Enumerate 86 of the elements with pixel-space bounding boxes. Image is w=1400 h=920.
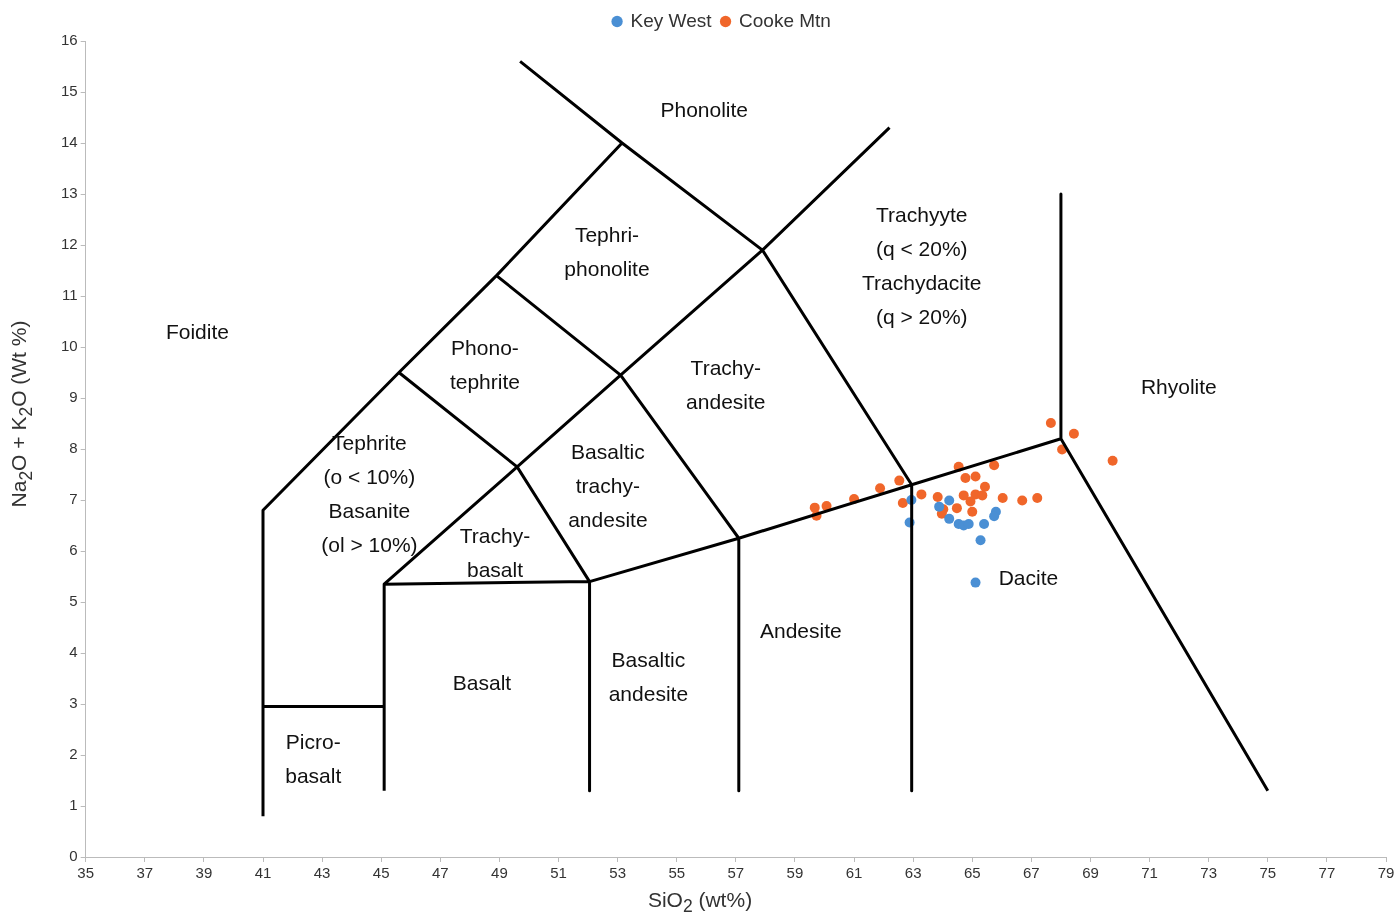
point: [965, 496, 976, 507]
annotation: Tephrite (o < 10%) Basanite (ol > 10%): [321, 430, 418, 556]
legend-label: Cooke Mtn: [739, 9, 831, 31]
point: [1107, 455, 1118, 466]
y-tick-label: 9: [69, 388, 78, 406]
point: [916, 489, 927, 500]
y-tick-label: 7: [69, 490, 78, 508]
point: [934, 501, 945, 512]
x-tick-label: 73: [1200, 864, 1218, 882]
x-tick-label: 65: [963, 864, 981, 882]
x-tick-label: 35: [77, 864, 95, 882]
annotation: Tephri- phonolite: [564, 222, 650, 280]
y-tick-label: 0: [69, 847, 78, 865]
x-tick-label: 71: [1141, 864, 1158, 882]
annotation: Foidite: [165, 320, 229, 344]
x-tick-label: 47: [431, 864, 449, 882]
y-tick-label: 16: [61, 31, 78, 49]
point: [967, 506, 978, 517]
y-tick-label: 14: [61, 133, 78, 151]
point: [970, 471, 981, 482]
point: [970, 577, 981, 588]
x-tick-label: 55: [668, 864, 686, 882]
point: [1017, 495, 1028, 506]
point: [897, 498, 908, 509]
y-tick-label: 6: [69, 541, 78, 559]
y-tick-label: 11: [62, 286, 78, 304]
annotation: Rhyolite: [1140, 374, 1217, 398]
x-tick-label: 59: [786, 864, 804, 882]
x-tick-label: 37: [136, 864, 154, 882]
annotation: Picro- basalt: [285, 730, 342, 788]
y-tick-label: 12: [61, 235, 78, 253]
x-tick-label: 69: [1082, 864, 1099, 882]
point: [989, 511, 1000, 522]
x-tick-label: 45: [372, 864, 390, 882]
x-tick-label: 49: [491, 864, 508, 882]
x-tick-label: 57: [727, 864, 745, 882]
point: [944, 513, 955, 524]
point: [1032, 492, 1043, 503]
point: [979, 481, 990, 492]
x-tick-label: 39: [195, 864, 213, 882]
y-tick-label: 5: [69, 592, 78, 610]
x-tick-label: 43: [313, 864, 331, 882]
point: [1068, 428, 1079, 439]
x-tick-label: 61: [845, 864, 863, 882]
x-axis-title: SiO$_{2}$ (wt%): [646, 888, 754, 918]
point: [963, 518, 974, 529]
point: [894, 475, 905, 486]
annotation: Trachy- basalt: [459, 524, 531, 582]
x-tick-label: 51: [550, 864, 567, 882]
point: [944, 495, 955, 506]
annotation: Basaltic andesite: [608, 647, 689, 705]
point: [977, 490, 988, 501]
x-tick-label: 41: [254, 864, 272, 882]
x-tick-label: 75: [1259, 864, 1277, 882]
point: [932, 491, 943, 502]
point: [875, 483, 886, 494]
annotation: Trachyyte (q < 20%) Trachydacite (q > 20%): [862, 202, 982, 328]
point: [958, 490, 969, 501]
point: [1045, 417, 1056, 428]
y-tick-label: 10: [61, 337, 78, 355]
y-tick-label: 15: [61, 82, 78, 100]
x-tick-label: 67: [1023, 864, 1040, 882]
point: [975, 535, 986, 546]
y-tick-label: 13: [61, 184, 78, 202]
point: [960, 473, 971, 484]
annotation: Andesite: [759, 618, 842, 642]
point: [989, 460, 1000, 471]
y-tick-label: 3: [69, 694, 78, 712]
point: [951, 503, 962, 514]
x-tick-label: 77: [1318, 864, 1336, 882]
y-tick-label: 2: [69, 745, 78, 763]
x-tick-label: 79: [1377, 864, 1395, 882]
annotation: Phonolite: [660, 98, 749, 122]
y-tick-label: 4: [69, 643, 78, 661]
annotation: Phono- tephrite: [449, 336, 520, 394]
x-tick-label: 53: [609, 864, 626, 882]
annotation: Trachy- andesite: [686, 355, 766, 413]
x-tick-label: 63: [904, 864, 922, 882]
point: [979, 518, 990, 529]
annotation: Dacite: [998, 566, 1059, 590]
y-tick-label: 1: [69, 796, 78, 814]
y-tick-label: 8: [69, 439, 78, 457]
annotation: Basaltic trachy- andesite: [568, 440, 648, 532]
legend-label: Key West: [630, 9, 713, 31]
annotation: Basalt: [452, 670, 512, 694]
point: [997, 492, 1008, 503]
